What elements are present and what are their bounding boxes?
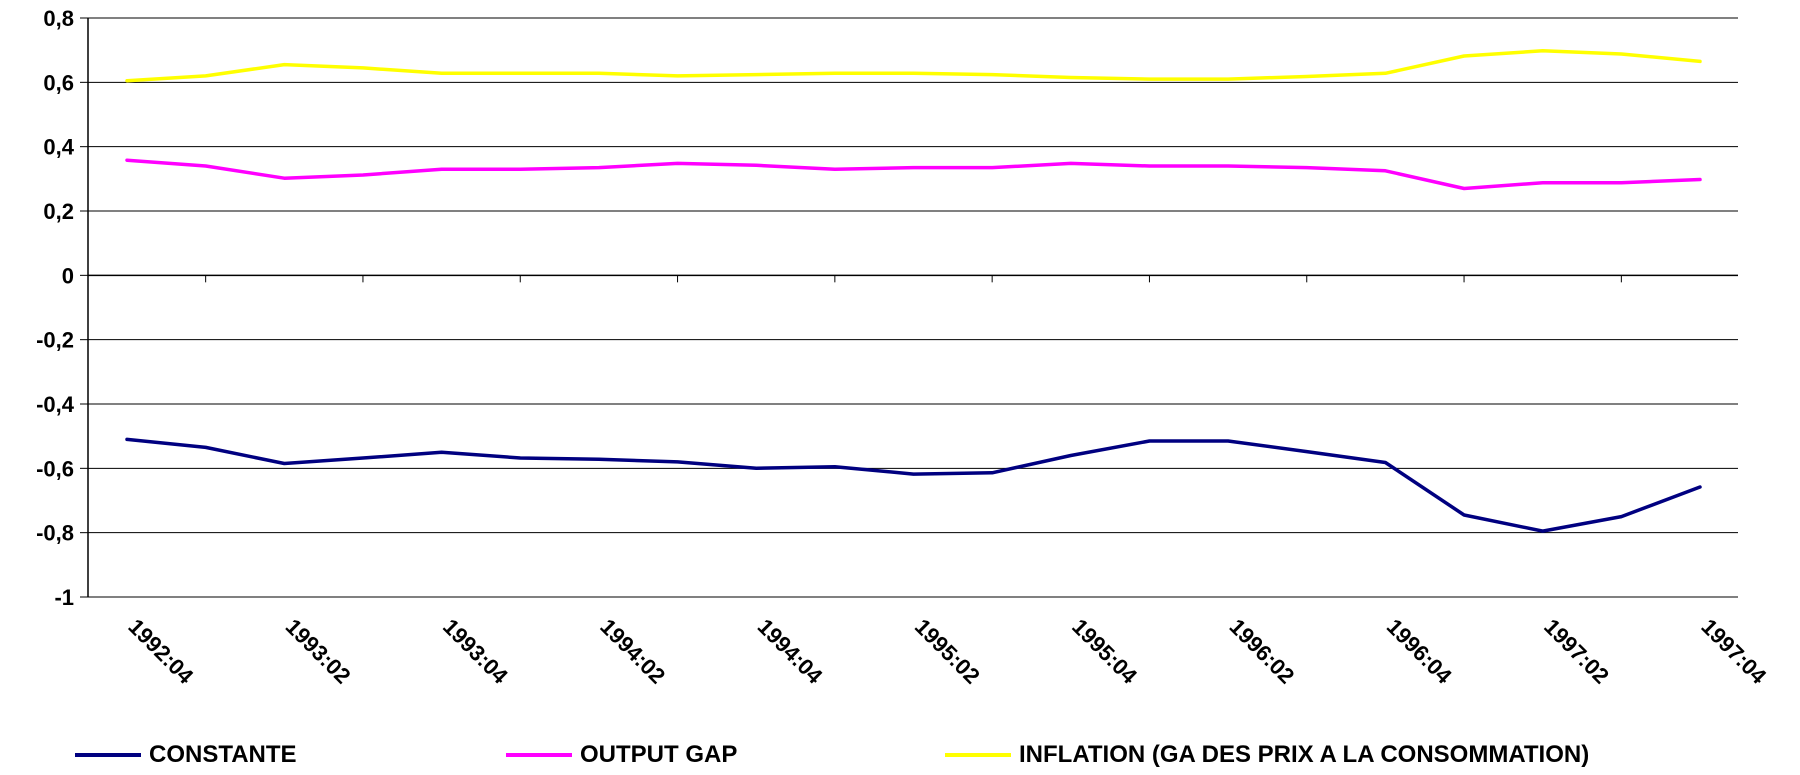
x-tick-label: 1997:04 [1696,614,1771,689]
y-tick-label: -1 [54,585,74,610]
legend-item-output-gap: OUTPUT GAP [506,740,737,770]
axes [80,17,1738,598]
legend-swatch-inflation [945,753,1011,757]
x-tick-label: 1993:02 [281,614,356,689]
y-tick-label: -0,2 [36,328,74,353]
y-tick-label: 0,8 [43,6,74,31]
y-tick-label: 0 [62,263,74,288]
x-tick-label: 1996:04 [1382,614,1457,689]
series-line-inflation [125,49,1702,83]
x-tick-label: 1996:02 [1225,614,1300,689]
x-tick-label: 1994:02 [595,614,670,689]
series-line-constante [125,437,1702,533]
grid-lines [88,17,1738,598]
x-tick-label: 1997:02 [1539,614,1614,689]
legend-label-constante: CONSTANTE [149,741,297,768]
legend-swatch-output-gap [506,753,572,757]
y-tick-label: 0,4 [43,135,74,160]
y-tick-label: 0,6 [43,70,74,95]
legend-label-inflation: INFLATION (GA DES PRIX A LA CONSOMMATION… [1019,741,1590,768]
y-tick-label: -0,4 [36,392,75,417]
series-lines [125,49,1702,533]
x-tick-label: 1993:04 [438,614,513,689]
y-tick-label: -0,8 [36,521,74,546]
x-tick-label: 1995:04 [1067,614,1142,689]
legend-item-inflation: INFLATION (GA DES PRIX A LA CONSOMMATION… [945,740,1589,770]
series-line-output [125,158,1702,191]
y-axis-tick-labels: 0,8 0,6 0,4 0,2 0 -0,2 -0,4 -0,6 -0,8 -1 [36,6,75,610]
legend: CONSTANTE OUTPUT GAP INFLATION (GA DES P… [0,740,1800,770]
legend-item-constante: CONSTANTE [75,740,297,770]
x-axis-tick-labels: 1992:04 1993:02 1993:04 1994:02 1994:04 1995:… [123,614,1771,689]
legend-label-output-gap: OUTPUT GAP [580,741,738,768]
x-tick-label: 1995:02 [910,614,985,689]
x-tick-label: 1992:04 [123,614,198,689]
y-tick-label: -0,6 [36,456,74,481]
x-tick-label: 1994:04 [753,614,828,689]
y-tick-label: 0,2 [43,199,74,224]
legend-swatch-constante [75,753,141,757]
